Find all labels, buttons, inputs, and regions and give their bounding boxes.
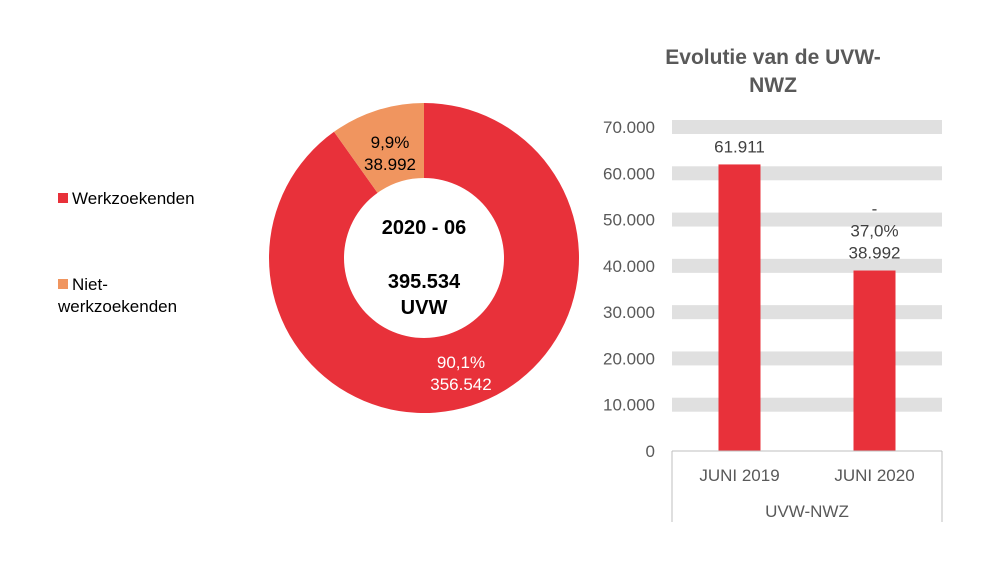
- slice-percent-label: 9,9%: [371, 133, 410, 152]
- y-tick-label: 60.000: [603, 164, 655, 183]
- donut-slice-2: [334, 103, 424, 193]
- x-group-label: UVW-NWZ: [765, 502, 849, 521]
- gridline: [672, 258, 942, 273]
- slice-value-label: 38.992: [364, 155, 416, 174]
- bar-data-label: -: [872, 200, 878, 219]
- y-tick-label: 30.000: [603, 303, 655, 322]
- donut-slice-1: [269, 103, 579, 413]
- center-total: 395.534: [388, 271, 461, 293]
- donut-center-text: 2020 - 06 395.534 UVW: [382, 217, 467, 319]
- bar-chart-title: Evolutie van de UVW- NWZ: [665, 46, 880, 97]
- x-category-label: JUNI 2020: [834, 466, 914, 485]
- donut-data-labels: 90,1% 356.542 9,9% 38.992: [364, 133, 492, 394]
- bar-data-label: 37,0%: [850, 222, 898, 241]
- donut-chart: [269, 103, 579, 413]
- gridline: [672, 305, 942, 320]
- y-tick-label: 70.000: [603, 118, 655, 137]
- slice-value-label: 356.542: [430, 375, 491, 394]
- legend-label: Niet-: [72, 275, 108, 294]
- slice-percent-label: 90,1%: [437, 353, 485, 372]
- bar-title-line-1: Evolutie van de UVW-: [665, 46, 880, 69]
- bar-juni-2020: [853, 270, 896, 451]
- legend-swatch: [58, 279, 68, 289]
- gridline: [672, 120, 942, 134]
- y-tick-label: 0: [646, 442, 655, 461]
- gridline: [672, 212, 942, 227]
- legend-label: Werkzoekenden: [72, 189, 195, 208]
- bar-data-label: 61.911: [714, 137, 765, 156]
- bar-title-line-2: NWZ: [749, 74, 797, 97]
- gridline: [672, 397, 942, 412]
- legend-swatch: [58, 193, 68, 203]
- gridline: [672, 351, 942, 366]
- legend-label: werkzoekenden: [57, 297, 177, 316]
- center-period: 2020 - 06: [382, 217, 467, 239]
- bar-juni-2019: [718, 164, 761, 451]
- y-tick-label: 50.000: [603, 211, 655, 230]
- center-unit: UVW: [401, 297, 448, 319]
- y-tick-label: 10.000: [603, 396, 655, 415]
- bar-chart: 0 10.000 20.000 30.000 40.000 50.000 60.000 70.…: [603, 118, 943, 522]
- gridline: [672, 166, 942, 181]
- bar-data-label: 38.992: [849, 244, 901, 263]
- y-tick-label: 40.000: [603, 257, 655, 276]
- y-tick-label: 20.000: [603, 349, 655, 368]
- x-category-label: JUNI 2019: [699, 466, 779, 485]
- donut-legend: Werkzoekenden Niet-werkzoekenden: [57, 189, 195, 316]
